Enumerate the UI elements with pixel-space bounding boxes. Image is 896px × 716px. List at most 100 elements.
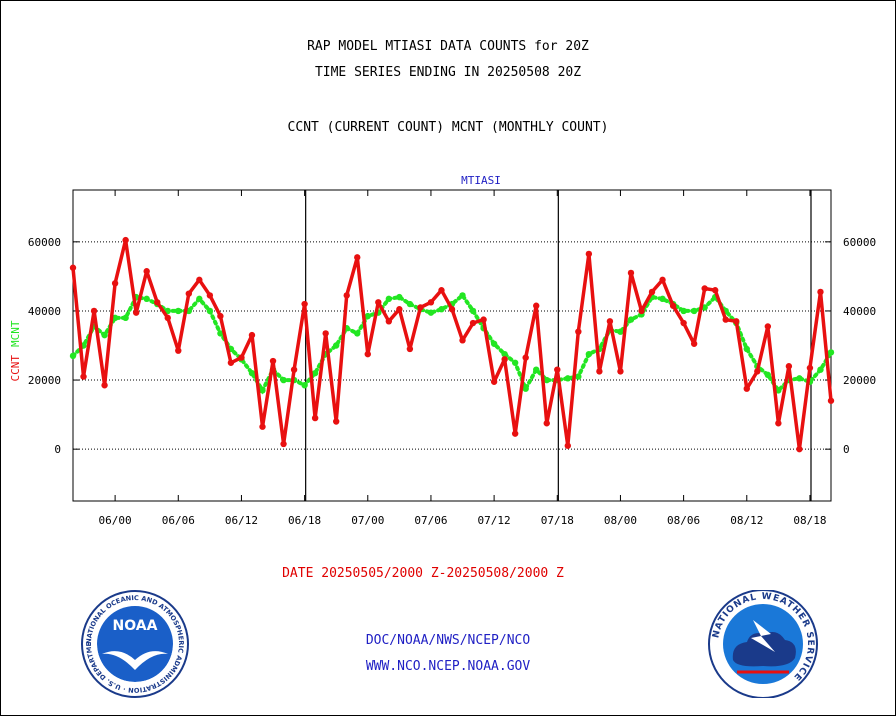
data-point-ccnt xyxy=(406,345,414,353)
data-point-ccnt xyxy=(185,290,193,297)
data-point-ccnt xyxy=(354,254,361,261)
data-point-ccnt xyxy=(396,306,403,313)
y-axis-label-mcnt: MCNT xyxy=(9,320,22,347)
y-tick-label-right: 40000 xyxy=(843,305,876,318)
x-tick-label: 08/18 xyxy=(793,514,826,527)
data-point-ccnt xyxy=(154,299,161,306)
y-tick-label-left: 0 xyxy=(54,443,61,456)
data-point-ccnt xyxy=(311,414,319,422)
data-point-mcnt xyxy=(585,350,593,358)
data-point-mcnt xyxy=(332,342,340,349)
data-point-ccnt xyxy=(122,236,129,244)
date-range-label: DATE 20250505/2000 Z-20250508/2000 Z xyxy=(282,566,564,581)
data-point-ccnt xyxy=(564,442,572,449)
data-point-ccnt xyxy=(227,359,235,366)
data-point-mcnt xyxy=(796,375,803,382)
data-point-ccnt xyxy=(175,347,182,354)
x-tick-label: 08/00 xyxy=(604,514,637,527)
data-point-mcnt xyxy=(111,314,119,322)
data-point-mcnt xyxy=(469,307,477,315)
data-point-mcnt xyxy=(217,330,224,337)
data-point-ccnt xyxy=(690,340,698,347)
data-point-ccnt xyxy=(132,309,140,316)
data-point-ccnt xyxy=(290,366,298,373)
data-point-ccnt xyxy=(501,356,508,363)
data-point-ccnt xyxy=(375,299,382,306)
data-point-ccnt xyxy=(522,354,529,361)
data-point-mcnt xyxy=(627,316,635,323)
nws-logo-icon: NATIONAL WEATHER SERVICE xyxy=(708,590,818,698)
data-point-ccnt xyxy=(669,302,677,309)
data-point-mcnt xyxy=(827,349,835,356)
y-axis-label-ccnt: CCNT xyxy=(9,355,22,382)
data-point-ccnt xyxy=(469,319,477,327)
data-point-ccnt xyxy=(743,385,750,392)
data-point-ccnt xyxy=(280,440,287,448)
data-point-ccnt xyxy=(796,445,803,453)
data-point-ccnt xyxy=(606,318,614,325)
data-point-ccnt xyxy=(806,364,814,372)
data-point-ccnt xyxy=(817,288,824,296)
data-point-ccnt xyxy=(711,287,719,294)
data-point-ccnt xyxy=(785,363,793,370)
data-point-mcnt xyxy=(354,330,361,337)
data-point-ccnt xyxy=(448,306,456,313)
data-point-ccnt xyxy=(80,373,87,380)
data-point-ccnt xyxy=(332,418,340,425)
chart-title-line-2: TIME SERIES ENDING IN 20250508 20Z xyxy=(314,65,582,80)
data-point-ccnt xyxy=(343,292,350,299)
x-tick-label: 07/12 xyxy=(478,514,511,527)
plot-title: MTIASI xyxy=(461,174,501,187)
data-point-ccnt xyxy=(206,292,214,299)
chart-subtitle: CCNT (CURRENT COUNT) MCNT (MONTHLY COUNT… xyxy=(287,120,609,135)
data-point-ccnt xyxy=(764,323,772,330)
data-point-ccnt xyxy=(596,368,603,375)
data-point-ccnt xyxy=(754,368,761,375)
data-point-ccnt xyxy=(554,366,561,373)
data-point-mcnt xyxy=(143,295,150,303)
data-point-mcnt xyxy=(617,328,624,335)
data-point-ccnt xyxy=(511,430,519,437)
data-point-mcnt xyxy=(101,331,108,339)
data-point-mcnt xyxy=(385,295,393,303)
data-point-mcnt xyxy=(301,382,308,389)
noaa-logo-icon: NOAA NATIONAL OCEANIC AND ATMOSPHERIC AD… xyxy=(80,590,189,698)
x-tick-label: 08/06 xyxy=(667,514,700,527)
data-point-mcnt xyxy=(775,387,782,394)
data-point-ccnt xyxy=(269,357,277,365)
data-point-mcnt xyxy=(743,345,750,353)
website-link[interactable]: WWW.NCO.NCEP.NOAA.GOV xyxy=(365,659,531,674)
data-point-mcnt xyxy=(490,340,498,347)
data-point-mcnt xyxy=(564,375,572,382)
data-point-ccnt xyxy=(427,299,435,306)
series-line-ccnt xyxy=(71,238,833,451)
data-point-mcnt xyxy=(196,295,203,303)
data-point-ccnt xyxy=(164,314,171,322)
data-point-ccnt xyxy=(90,307,98,315)
x-tick-label: 06/06 xyxy=(162,514,195,527)
data-point-ccnt xyxy=(543,420,550,427)
plot-frame xyxy=(72,189,832,502)
data-point-ccnt xyxy=(680,319,687,327)
data-point-mcnt xyxy=(122,314,129,322)
data-point-mcnt xyxy=(248,369,256,377)
data-point-ccnt xyxy=(248,331,256,339)
data-point-mcnt xyxy=(280,376,287,384)
y-tick-label-left: 20000 xyxy=(28,374,61,387)
data-point-mcnt xyxy=(175,307,182,315)
data-point-ccnt xyxy=(775,420,782,427)
data-point-mcnt xyxy=(206,307,214,315)
data-point-ccnt xyxy=(385,318,393,325)
x-tick-label: 08/12 xyxy=(730,514,763,527)
data-point-mcnt xyxy=(659,295,666,303)
data-point-ccnt xyxy=(827,397,835,404)
data-point-mcnt xyxy=(522,385,529,392)
data-point-ccnt xyxy=(238,354,245,361)
data-point-mcnt xyxy=(764,371,772,379)
data-point-ccnt xyxy=(459,337,466,344)
data-point-ccnt xyxy=(533,302,540,309)
data-point-ccnt xyxy=(480,316,487,323)
data-point-ccnt xyxy=(438,287,445,294)
data-point-mcnt xyxy=(575,373,582,380)
y-tick-label-right: 20000 xyxy=(843,374,876,387)
